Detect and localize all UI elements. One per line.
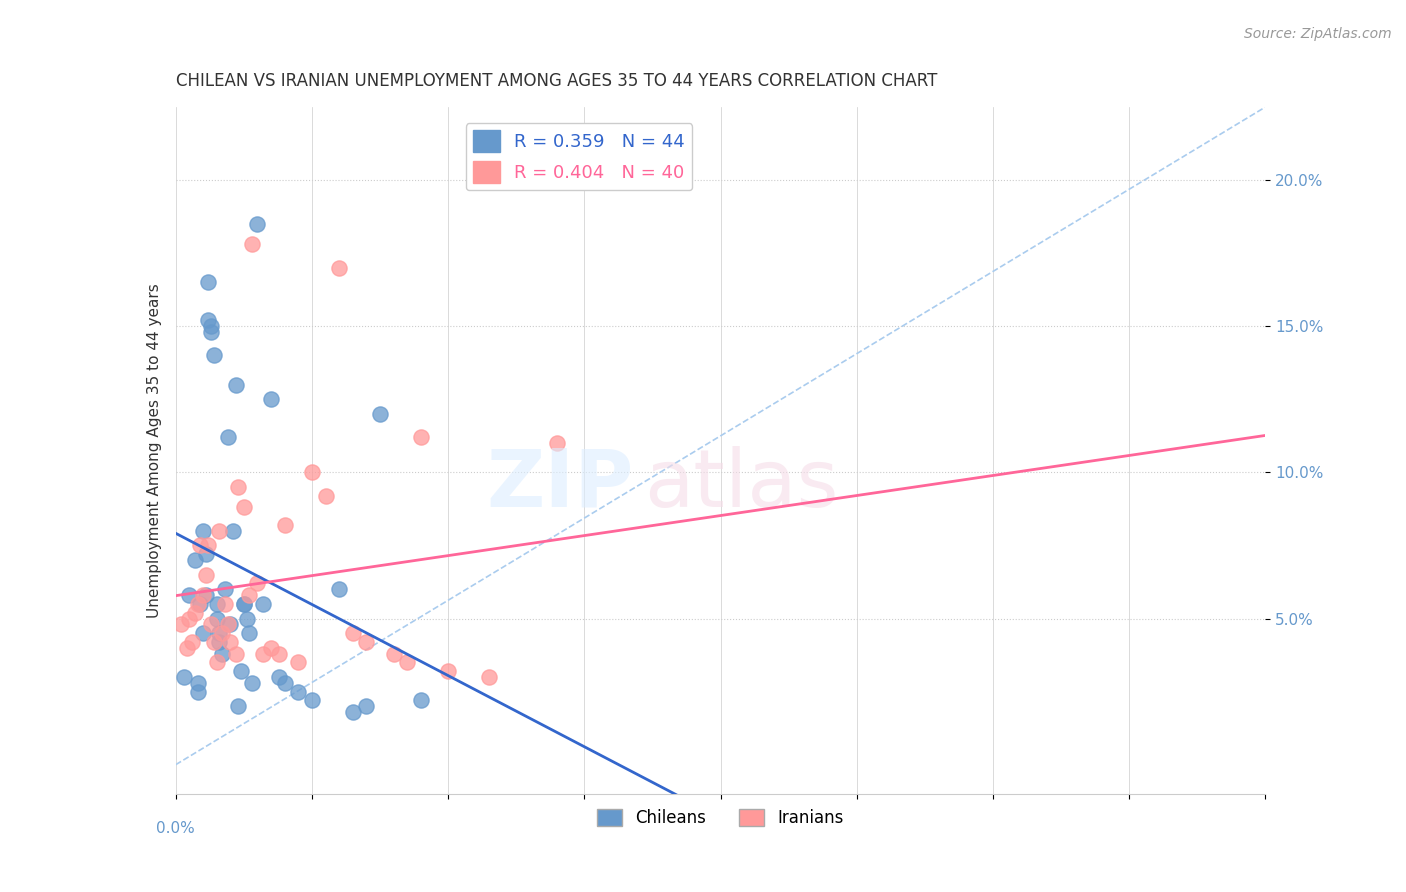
Chileans [186, 675, 209, 690]
Chileans [356, 699, 378, 714]
Chileans [252, 597, 274, 611]
Iranians [287, 656, 309, 670]
Chileans [260, 392, 283, 407]
Iranians [208, 524, 231, 538]
Iranians [240, 237, 263, 252]
Iranians [176, 640, 198, 655]
Iranians [342, 626, 364, 640]
Y-axis label: Unemployment Among Ages 35 to 44 years: Unemployment Among Ages 35 to 44 years [146, 283, 162, 618]
Iranians [214, 597, 236, 611]
Iranians [219, 635, 242, 649]
Chileans [219, 617, 242, 632]
Chileans [409, 693, 432, 707]
Chileans [205, 597, 228, 611]
Chileans [274, 675, 297, 690]
Iranians [252, 647, 274, 661]
Chileans [231, 664, 253, 678]
Iranians [356, 635, 378, 649]
Chileans [225, 377, 247, 392]
Text: 0.0%: 0.0% [156, 822, 195, 837]
Chileans [191, 626, 214, 640]
Iranians [437, 664, 460, 678]
Iranians [232, 500, 254, 515]
Iranians [184, 606, 207, 620]
Chileans [194, 547, 217, 561]
Chileans [205, 611, 228, 625]
Chileans [240, 675, 263, 690]
Chileans [217, 430, 239, 444]
Chileans [191, 524, 214, 538]
Chileans [200, 319, 222, 334]
Iranians [301, 466, 323, 480]
Chileans [214, 582, 236, 597]
Chileans [173, 670, 195, 684]
Chileans [342, 705, 364, 719]
Iranians [186, 597, 209, 611]
Chileans [368, 407, 391, 421]
Iranians [396, 656, 419, 670]
Text: CHILEAN VS IRANIAN UNEMPLOYMENT AMONG AGES 35 TO 44 YEARS CORRELATION CHART: CHILEAN VS IRANIAN UNEMPLOYMENT AMONG AG… [176, 72, 938, 90]
Iranians [188, 538, 211, 552]
Chileans [269, 670, 291, 684]
Chileans [179, 588, 201, 602]
Chileans [222, 524, 245, 538]
Chileans [208, 626, 231, 640]
Iranians [202, 635, 225, 649]
Iranians [269, 647, 291, 661]
Iranians [228, 480, 250, 494]
Chileans [232, 597, 254, 611]
Chileans [197, 313, 219, 327]
Chileans [186, 684, 209, 698]
Chileans [301, 693, 323, 707]
Iranians [382, 647, 405, 661]
Iranians [194, 567, 217, 582]
Text: atlas: atlas [644, 446, 838, 524]
Chileans [246, 217, 269, 231]
Chileans [208, 635, 231, 649]
Legend: Chileans, Iranians: Chileans, Iranians [591, 802, 851, 834]
Iranians [205, 656, 228, 670]
Iranians [246, 576, 269, 591]
Iranians [225, 647, 247, 661]
Chileans [211, 647, 233, 661]
Chileans [194, 588, 217, 602]
Chileans [188, 597, 211, 611]
Chileans [287, 684, 309, 698]
Iranians [328, 260, 350, 275]
Iranians [546, 436, 568, 450]
Chileans [232, 597, 254, 611]
Iranians [179, 611, 201, 625]
Iranians [197, 538, 219, 552]
Iranians [315, 489, 337, 503]
Chileans [228, 699, 250, 714]
Chileans [200, 325, 222, 339]
Chileans [235, 611, 257, 625]
Chileans [202, 349, 225, 363]
Iranians [238, 588, 260, 602]
Iranians [260, 640, 283, 655]
Iranians [200, 617, 222, 632]
Iranians [478, 670, 501, 684]
Iranians [217, 617, 239, 632]
Iranians [274, 518, 297, 533]
Chileans [328, 582, 350, 597]
Iranians [170, 617, 193, 632]
Chileans [197, 276, 219, 290]
Iranians [409, 430, 432, 444]
Iranians [191, 588, 214, 602]
Text: ZIP: ZIP [486, 446, 633, 524]
Iranians [211, 626, 233, 640]
Chileans [184, 553, 207, 567]
Iranians [181, 635, 204, 649]
Chileans [238, 626, 260, 640]
Text: Source: ZipAtlas.com: Source: ZipAtlas.com [1244, 27, 1392, 41]
